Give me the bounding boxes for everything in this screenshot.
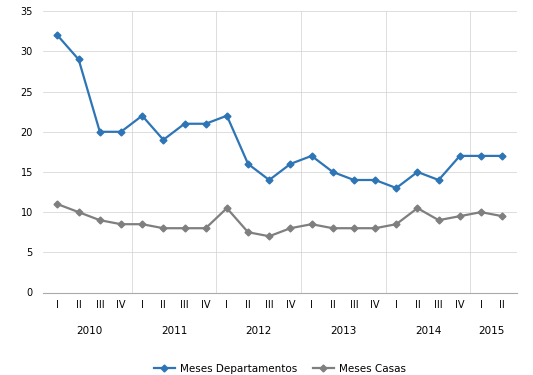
Meses Departamentos bbox=[203, 122, 209, 126]
Meses Departamentos bbox=[329, 170, 336, 174]
Meses Casas bbox=[309, 222, 315, 226]
Meses Casas bbox=[139, 222, 146, 226]
Meses Departamentos bbox=[76, 57, 82, 62]
Text: 2014: 2014 bbox=[415, 326, 441, 336]
Line: Meses Departamentos: Meses Departamentos bbox=[55, 33, 505, 191]
Meses Departamentos bbox=[372, 178, 378, 182]
Text: 2013: 2013 bbox=[330, 326, 357, 336]
Legend: Meses Departamentos, Meses Casas: Meses Departamentos, Meses Casas bbox=[150, 360, 410, 375]
Meses Departamentos bbox=[139, 114, 146, 118]
Meses Casas bbox=[372, 226, 378, 231]
Meses Departamentos bbox=[181, 122, 188, 126]
Meses Departamentos bbox=[96, 129, 103, 134]
Meses Casas bbox=[160, 226, 166, 231]
Meses Casas bbox=[203, 226, 209, 231]
Text: 2010: 2010 bbox=[76, 326, 102, 336]
Line: Meses Casas: Meses Casas bbox=[55, 202, 505, 238]
Meses Departamentos bbox=[287, 162, 294, 166]
Meses Departamentos bbox=[266, 178, 272, 182]
Meses Departamentos bbox=[435, 178, 442, 182]
Meses Departamentos bbox=[393, 186, 400, 190]
Meses Departamentos bbox=[245, 162, 251, 166]
Meses Departamentos bbox=[414, 170, 421, 174]
Meses Casas bbox=[181, 226, 188, 231]
Meses Casas bbox=[499, 214, 505, 218]
Meses Departamentos bbox=[499, 154, 505, 158]
Meses Casas bbox=[329, 226, 336, 231]
Meses Casas bbox=[245, 230, 251, 234]
Meses Departamentos bbox=[118, 129, 124, 134]
Meses Departamentos bbox=[457, 154, 463, 158]
Meses Departamentos bbox=[54, 33, 61, 38]
Meses Casas bbox=[54, 202, 61, 206]
Meses Casas bbox=[118, 222, 124, 226]
Meses Casas bbox=[351, 226, 357, 231]
Meses Casas bbox=[457, 214, 463, 218]
Meses Casas bbox=[224, 206, 230, 210]
Meses Casas bbox=[414, 206, 421, 210]
Meses Departamentos bbox=[160, 138, 166, 142]
Meses Casas bbox=[266, 234, 272, 238]
Meses Casas bbox=[393, 222, 400, 226]
Text: 2015: 2015 bbox=[479, 326, 505, 336]
Text: 2011: 2011 bbox=[161, 326, 187, 336]
Meses Casas bbox=[96, 218, 103, 222]
Meses Departamentos bbox=[351, 178, 357, 182]
Meses Casas bbox=[76, 210, 82, 214]
Meses Casas bbox=[287, 226, 294, 231]
Meses Casas bbox=[478, 210, 484, 214]
Text: 2012: 2012 bbox=[246, 326, 272, 336]
Meses Casas bbox=[435, 218, 442, 222]
Meses Departamentos bbox=[224, 114, 230, 118]
Meses Departamentos bbox=[309, 154, 315, 158]
Meses Departamentos bbox=[478, 154, 484, 158]
